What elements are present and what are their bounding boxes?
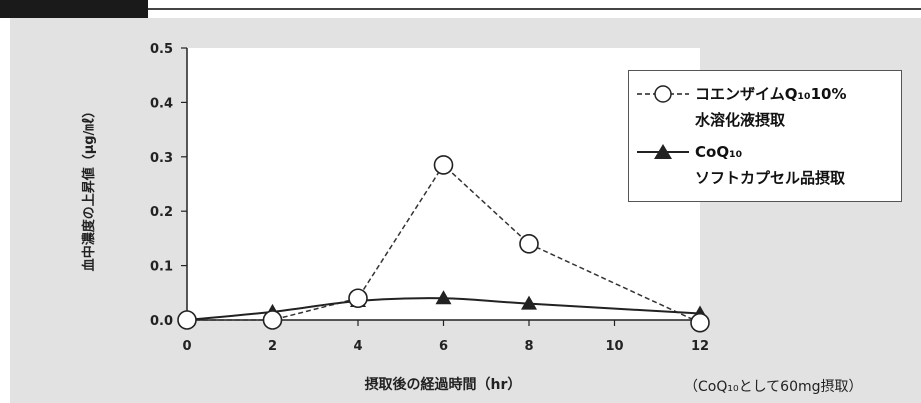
legend-label: CoQ₁₀ bbox=[695, 143, 743, 161]
plot-area bbox=[187, 48, 700, 320]
legend: コエンザイムQ₁₀10% 水溶化液摂取 CoQ₁₀ ソフトカプセル品摂取 bbox=[628, 70, 902, 202]
circle-point bbox=[519, 234, 539, 254]
y-tick-label: 0.1 bbox=[150, 260, 173, 275]
legend-item-triangle-series: CoQ₁₀ ソフトカプセル品摂取 bbox=[629, 139, 903, 199]
x-axis-label: 摂取後の経過時間（hr） bbox=[365, 376, 522, 393]
circle-point bbox=[348, 288, 368, 309]
series-line-circle bbox=[187, 163, 701, 324]
filled-triangle-icon bbox=[637, 144, 689, 159]
x-tick-label: 2 bbox=[268, 339, 277, 354]
y-tick-label: 0.4 bbox=[150, 96, 173, 111]
open-circle-dash-icon bbox=[637, 85, 689, 103]
y-tick-label: 0.0 bbox=[150, 314, 173, 329]
circle-point bbox=[690, 312, 710, 333]
y-tick-label: 0.2 bbox=[150, 205, 173, 220]
x-tick-label: 10 bbox=[605, 339, 623, 354]
triangle-point bbox=[521, 295, 537, 310]
triangle-point bbox=[435, 290, 452, 305]
circle-point bbox=[433, 155, 454, 175]
header-tab bbox=[0, 0, 148, 18]
legend-sublabel: ソフトカプセル品摂取 bbox=[695, 169, 846, 187]
y-tick-label: 0.3 bbox=[150, 151, 173, 166]
x-tick-label: 0 bbox=[182, 339, 191, 354]
circle-point bbox=[177, 310, 197, 330]
header-rule bbox=[148, 8, 921, 10]
x-tick-label: 8 bbox=[524, 339, 533, 354]
legend-sublabel: 水溶化液摂取 bbox=[695, 111, 786, 129]
legend-label: コエンザイムQ₁₀10% bbox=[695, 85, 847, 103]
x-tick-label: 4 bbox=[353, 339, 362, 354]
legend-item-circle-series: コエンザイムQ₁₀10% 水溶化液摂取 bbox=[629, 81, 903, 141]
dosage-note: （CoQ₁₀として60mg摂取） bbox=[684, 379, 863, 395]
circle-point bbox=[262, 310, 283, 330]
y-tick-label: 0.5 bbox=[150, 42, 173, 57]
x-tick-label: 6 bbox=[439, 339, 448, 354]
x-tick-label: 12 bbox=[691, 339, 709, 354]
y-axis-label: 血中濃度の上昇値（μg/㎖） bbox=[81, 105, 97, 272]
